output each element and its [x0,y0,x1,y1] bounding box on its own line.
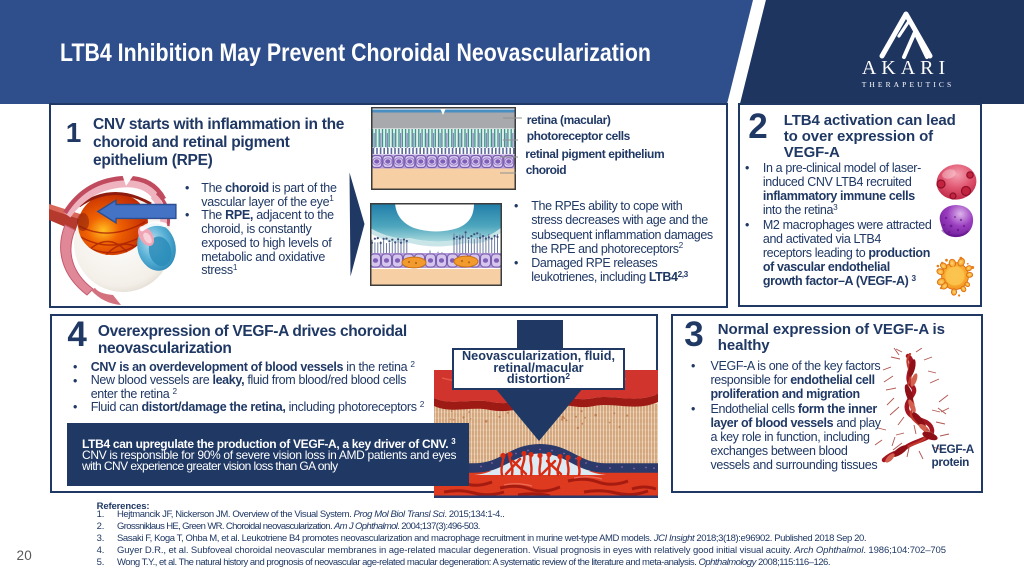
svg-text:THERAPEUTICS: THERAPEUTICS [862,80,955,89]
svg-text:AKARI: AKARI [862,57,950,79]
